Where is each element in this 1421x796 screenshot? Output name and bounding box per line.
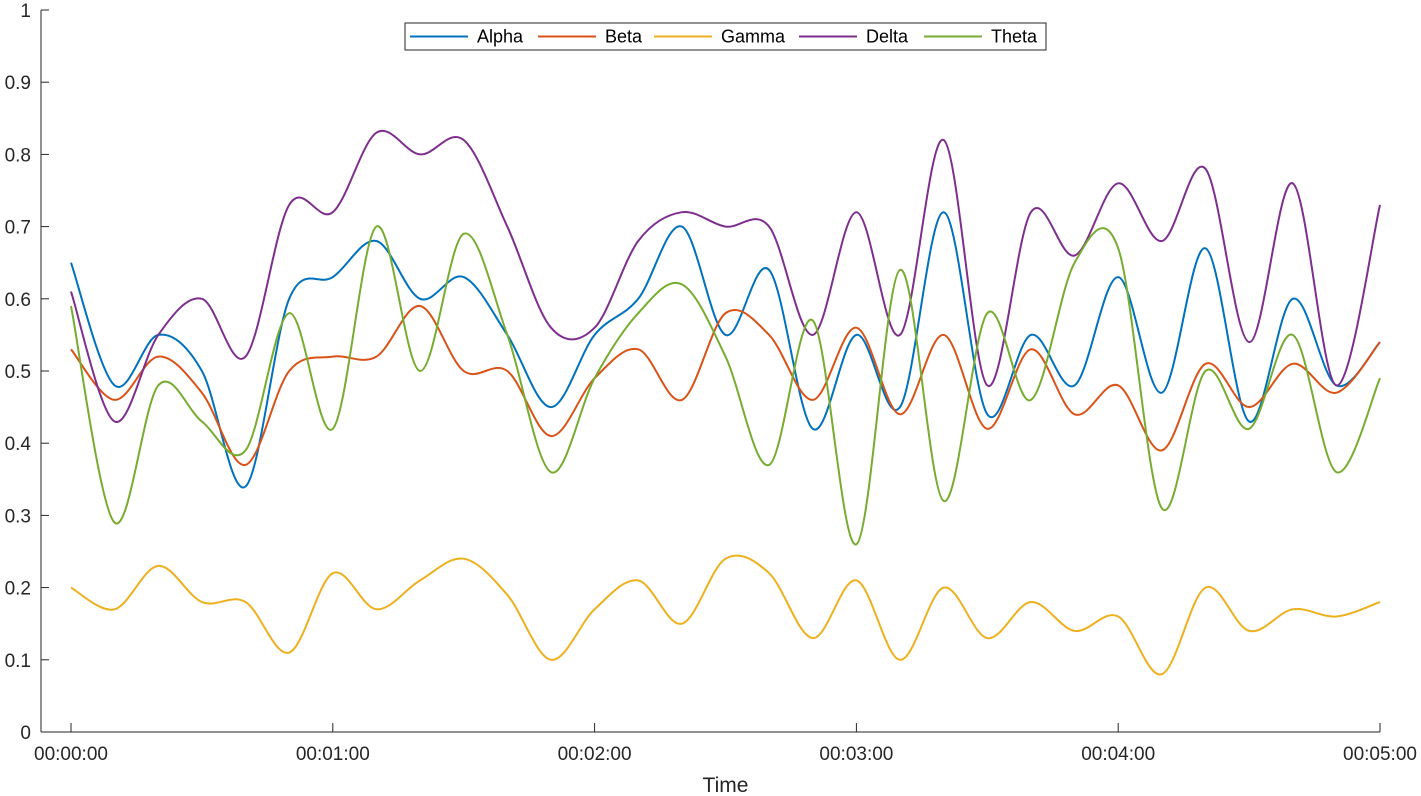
y-tick-label: 0.3 — [5, 506, 31, 527]
y-tick-label: 0.5 — [5, 362, 31, 383]
series-line-theta — [70, 225, 1381, 546]
x-tick-label: 00:03:00 — [819, 744, 893, 765]
legend-label-alpha: Alpha — [477, 27, 524, 47]
x-tick-label: 00:05:00 — [1343, 744, 1417, 765]
y-tick-label: 0.4 — [5, 434, 32, 455]
y-tick-label: 0.6 — [5, 290, 31, 311]
x-tick-label: 00:02:00 — [558, 744, 632, 765]
series-line-delta — [70, 129, 1381, 423]
legend-label-beta: Beta — [605, 27, 643, 47]
y-tick-label: 0.9 — [5, 73, 31, 94]
series-line-gamma — [70, 554, 1381, 676]
legend-label-gamma: Gamma — [721, 27, 786, 47]
series-line-beta — [70, 305, 1381, 466]
x-tick-label: 00:01:00 — [296, 744, 370, 765]
x-tick-label: 00:04:00 — [1081, 744, 1155, 765]
x-tick-label: 00:00:00 — [34, 744, 108, 765]
y-tick-label: 0.7 — [5, 218, 31, 239]
legend-label-delta: Delta — [866, 27, 909, 47]
y-tick-label: 0.8 — [5, 145, 31, 166]
y-tick-label: 0.1 — [5, 651, 31, 672]
y-tick-label: 0 — [20, 723, 31, 744]
legend-label-theta: Theta — [991, 27, 1038, 47]
y-tick-label: 0.2 — [5, 579, 31, 600]
series-line-alpha — [70, 211, 1381, 489]
y-tick-label: 1 — [20, 1, 31, 22]
x-axis-title: Time — [703, 774, 749, 796]
